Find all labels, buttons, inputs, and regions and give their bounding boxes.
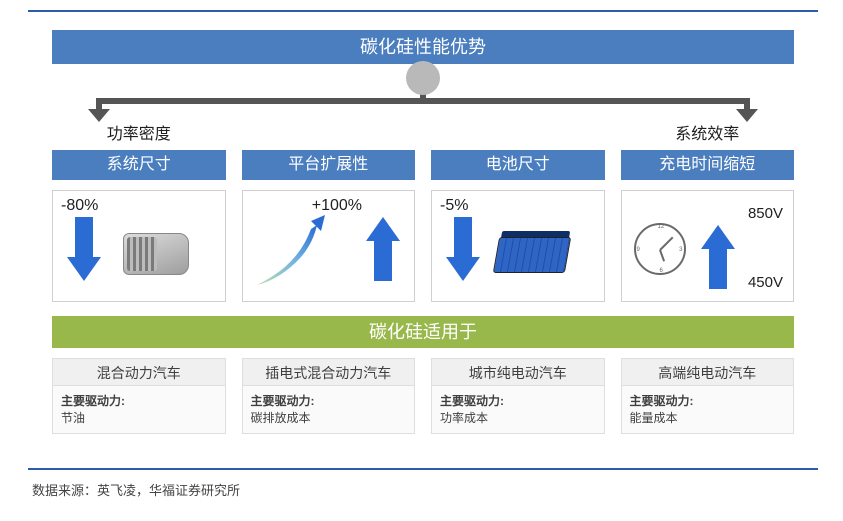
app-body: 主要驱动力: 节油 (52, 386, 226, 434)
app-title: 城市纯电动汽车 (431, 358, 605, 386)
arrow-down-icon (67, 217, 101, 285)
voltage-top: 850V (748, 205, 783, 222)
subheader-platform: 平台扩展性 (242, 150, 416, 180)
app-body: 主要驱动力: 功率成本 (431, 386, 605, 434)
metric-system-size: -80% (61, 197, 98, 215)
app-title: 插电式混合动力汽车 (242, 358, 416, 386)
battery-pack-icon (493, 237, 571, 273)
swoosh-icon (251, 213, 331, 293)
subheader-system-size: 系统尺寸 (52, 150, 226, 180)
app-title: 混合动力汽车 (52, 358, 226, 386)
app-tile: 城市纯电动汽车 主要驱动力: 功率成本 (431, 358, 605, 434)
app-body: 主要驱动力: 能量成本 (621, 386, 795, 434)
app-tile: 插电式混合动力汽车 主要驱动力: 碳排放成本 (242, 358, 416, 434)
app-tile: 高端纯电动汽车 主要驱动力: 能量成本 (621, 358, 795, 434)
clock-icon: 12 3 6 9 (634, 223, 686, 275)
arrow-up-icon (366, 213, 400, 281)
card-platform: +100% (242, 190, 416, 302)
voltage-bottom: 450V (748, 274, 783, 291)
card-system-size: -80% (52, 190, 226, 302)
metric-battery: -5% (440, 197, 468, 215)
card-battery: -5% (431, 190, 605, 302)
arrow-up-icon (701, 221, 735, 289)
applications-header: 碳化硅适用于 (52, 316, 794, 348)
top-label-right: 系统效率 (621, 120, 795, 144)
header-title: 碳化硅性能优势 (52, 30, 794, 64)
source-line: 数据来源：英飞凌，华福证券研究所 (32, 480, 240, 499)
connector (52, 64, 794, 120)
applications-row: 混合动力汽车 主要驱动力: 节油 插电式混合动力汽车 主要驱动力: 碳排放成本 … (52, 358, 794, 434)
subheader-charge-time: 充电时间缩短 (621, 150, 795, 180)
card-charge-time: 12 3 6 9 850V 450V (621, 190, 795, 302)
arrow-down-icon (88, 109, 110, 122)
subheader-battery: 电池尺寸 (431, 150, 605, 180)
hub-circle (406, 61, 440, 95)
app-tile: 混合动力汽车 主要驱动力: 节油 (52, 358, 226, 434)
app-title: 高端纯电动汽车 (621, 358, 795, 386)
power-device-icon (123, 233, 189, 275)
app-body: 主要驱动力: 碳排放成本 (242, 386, 416, 434)
diagram-frame: 碳化硅性能优势 功率密度 系统效率 系统尺寸 平台扩展性 电池尺寸 充电时间缩短… (28, 10, 818, 470)
top-label-left: 功率密度 (52, 120, 226, 144)
arrow-down-icon (736, 109, 758, 122)
arrow-down-icon (446, 217, 480, 285)
